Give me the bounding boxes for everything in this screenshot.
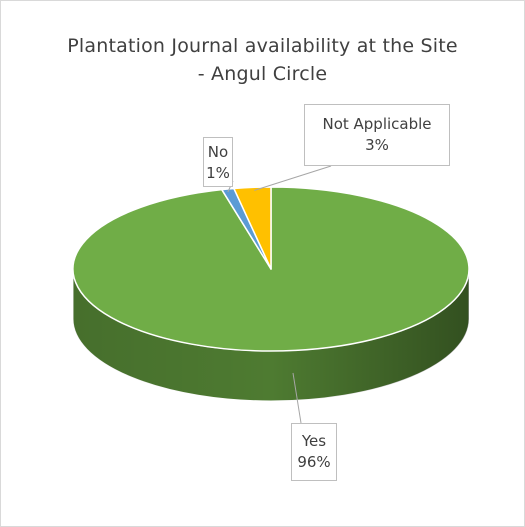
label-no-value: 1% bbox=[206, 164, 230, 182]
data-label-not-applicable: Not Applicable 3% bbox=[304, 104, 450, 166]
label-na-value: 3% bbox=[365, 136, 389, 154]
label-na-name: Not Applicable bbox=[322, 115, 432, 133]
data-label-no: No 1% bbox=[203, 137, 233, 187]
pie-side-shading bbox=[73, 269, 469, 401]
label-yes-value: 96% bbox=[297, 453, 331, 471]
chart-title-line-2: - Angul Circle bbox=[197, 63, 328, 85]
data-label-yes: Yes 96% bbox=[291, 423, 337, 481]
leader-line-yes bbox=[292, 372, 302, 424]
leader-line-not-applicable bbox=[254, 165, 332, 191]
pie-slice-not-applicable bbox=[233, 186, 272, 270]
chart-title-line-1: Plantation Journal availability at the S… bbox=[67, 35, 458, 57]
pie-slices bbox=[72, 186, 470, 352]
label-yes-name: Yes bbox=[301, 432, 327, 450]
label-no-name: No bbox=[207, 143, 229, 161]
